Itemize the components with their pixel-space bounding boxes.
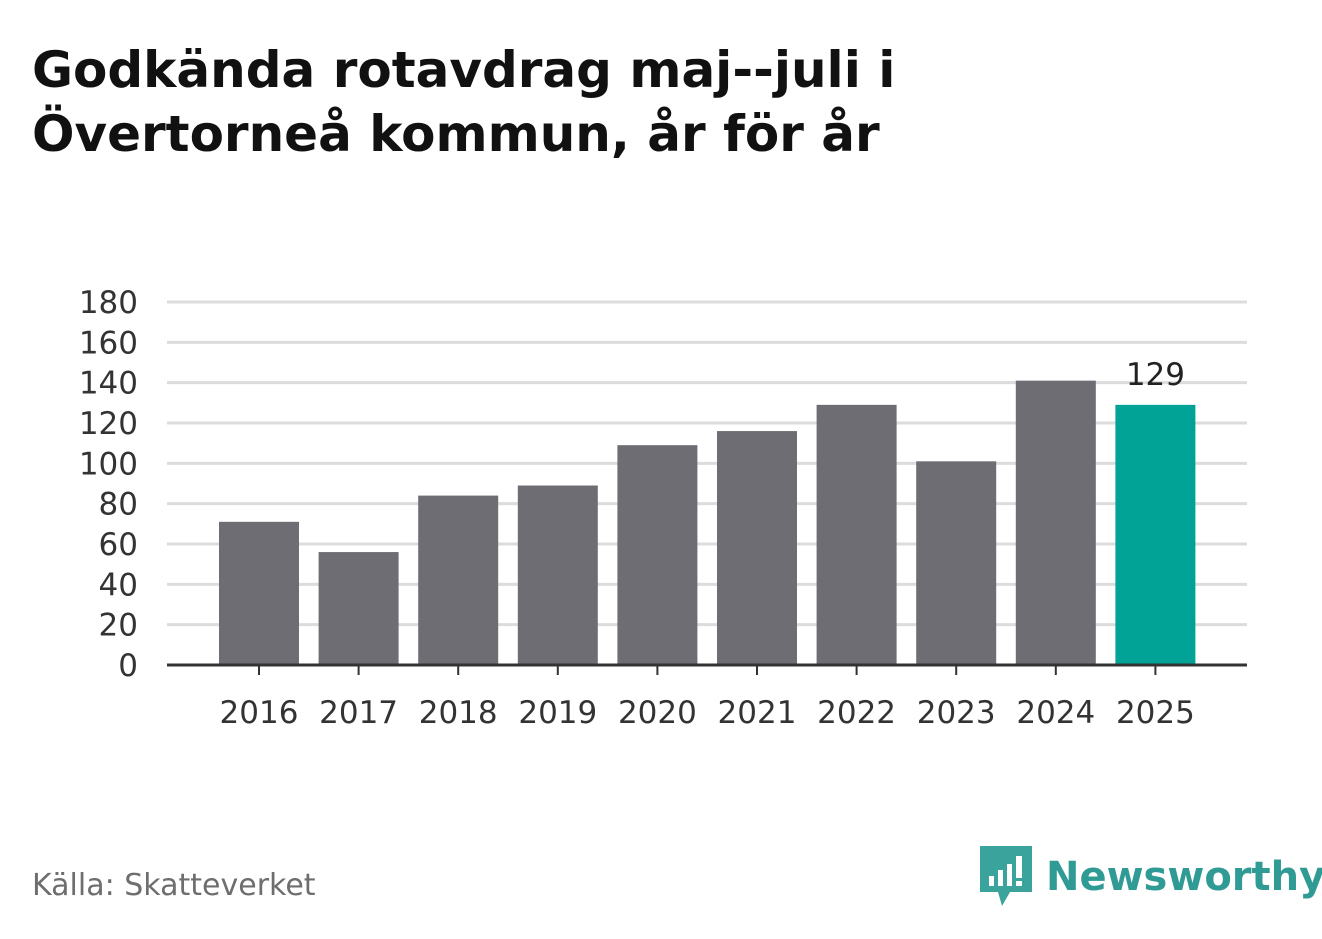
title-line-1: Godkända rotavdrag maj--juli i — [32, 41, 896, 99]
x-tick-label: 2021 — [718, 695, 797, 731]
y-tick-label: 160 — [79, 325, 138, 361]
y-axis-tick-labels: 0 20 40 60 80 100 120 140 160 180 — [79, 285, 138, 684]
y-tick-label: 80 — [99, 487, 138, 523]
x-tick-label: 2016 — [220, 695, 299, 731]
newsworthy-logo-icon — [980, 846, 1032, 906]
x-axis — [167, 663, 1247, 675]
x-axis-tick-labels: 2016 2017 2018 2019 2020 2021 2022 2023 2024 2025 — [220, 695, 1195, 731]
bar-2017 — [318, 552, 399, 665]
x-tick-label: 2018 — [419, 695, 498, 731]
y-tick-label: 100 — [79, 446, 138, 482]
y-tick-label: 40 — [99, 567, 138, 603]
brand-name: Newsworthy — [1046, 854, 1322, 900]
title-line-2: Övertorneå kommun, år för år — [32, 105, 880, 163]
y-tick-label: 120 — [79, 406, 138, 442]
bars — [219, 380, 1196, 665]
y-tick-label: 0 — [118, 648, 138, 684]
bar-2022 — [816, 404, 897, 665]
brand-logo: Newsworthy — [980, 846, 1322, 908]
data-labels: 129 — [1126, 357, 1185, 393]
y-tick-label: 180 — [79, 285, 138, 321]
x-tick-label: 2017 — [319, 695, 398, 731]
bar-2025 — [1115, 404, 1196, 665]
bar-2019 — [517, 485, 598, 665]
bar-2023 — [916, 461, 997, 665]
x-tick-label: 2023 — [917, 695, 996, 731]
bar-2016 — [219, 521, 299, 665]
bar-2020 — [617, 445, 698, 665]
bar-2021 — [717, 431, 797, 665]
data-label-2025: 129 — [1126, 357, 1185, 393]
bar-2018 — [418, 495, 499, 665]
x-tick-label: 2025 — [1116, 695, 1195, 731]
y-tick-label: 20 — [99, 608, 138, 644]
x-tick-label: 2019 — [518, 695, 597, 731]
bar-2024 — [1015, 380, 1096, 665]
y-tick-label: 140 — [79, 366, 138, 402]
x-tick-label: 2022 — [817, 695, 896, 731]
source-note: Källa: Skatteverket — [32, 868, 316, 903]
x-tick-label: 2020 — [618, 695, 697, 731]
chart-title: Godkända rotavdrag maj--juli i Övertorne… — [32, 38, 1232, 166]
y-tick-label: 60 — [99, 527, 138, 563]
x-tick-label: 2024 — [1016, 695, 1095, 731]
